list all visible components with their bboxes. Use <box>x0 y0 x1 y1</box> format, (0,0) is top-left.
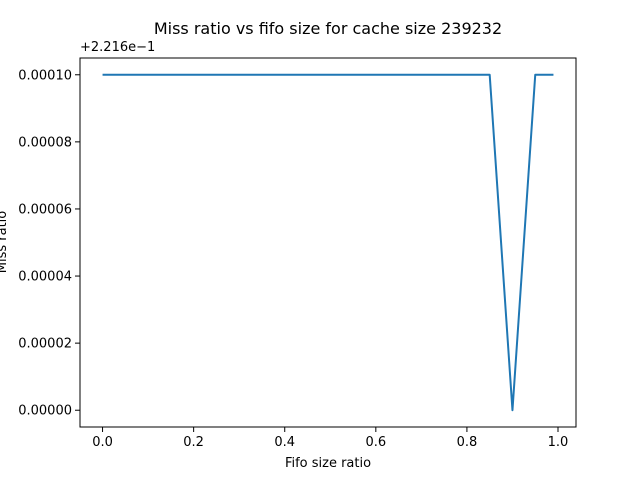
y-tick-label: 0.00008 <box>18 135 72 150</box>
x-tick-label: 0.2 <box>183 435 204 450</box>
x-tick-label: 1.0 <box>548 435 569 450</box>
plot-area: 0.0 0.2 0.4 0.6 0.8 1.0 0.00000 0.00002 0.00004 0… <box>18 57 577 450</box>
axes-frame <box>79 57 577 428</box>
series-line-0 <box>102 73 554 412</box>
y-axis-label: Miss ratio <box>0 211 10 274</box>
y-tick-label: 0.00002 <box>18 337 72 352</box>
x-tick-label: 0.6 <box>365 435 386 450</box>
y-tick-label: 0.00010 <box>18 68 72 83</box>
y-axis-offset-label: +2.216e−1 <box>80 40 155 55</box>
x-tick-label: 0.4 <box>274 435 295 450</box>
y-tick-label: 0.00004 <box>18 270 72 285</box>
chart-title: Miss ratio vs fifo size for cache size 2… <box>154 19 502 38</box>
x-tick-label: 0.0 <box>92 435 113 450</box>
x-axis-label: Fifo size ratio <box>285 456 371 471</box>
y-tick-label: 0.00006 <box>18 202 72 217</box>
y-tick-label: 0.00000 <box>18 404 72 419</box>
x-tick-label: 0.8 <box>457 435 478 450</box>
